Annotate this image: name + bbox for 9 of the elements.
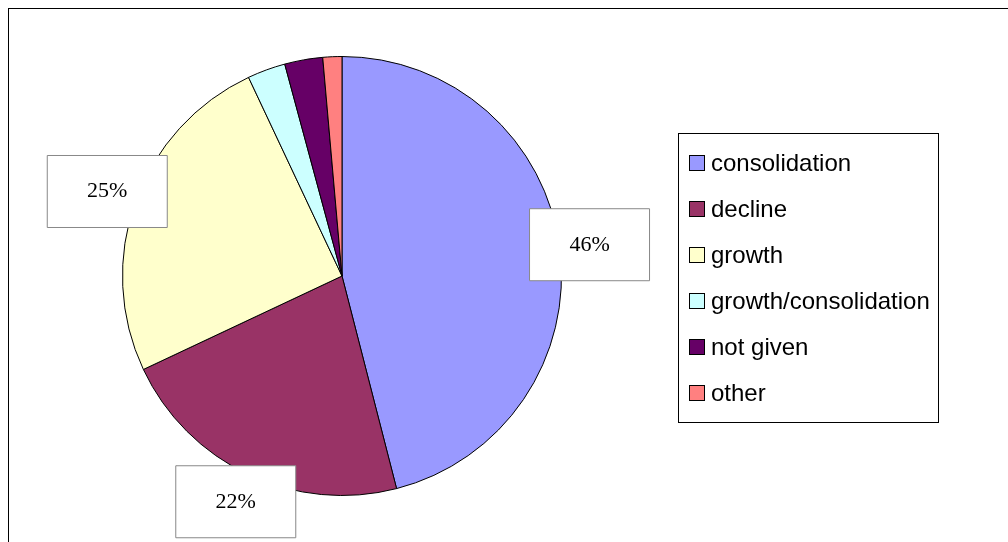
legend-label: growth <box>711 241 784 269</box>
data-label: 25% <box>87 177 128 203</box>
legend-label: decline <box>711 195 788 223</box>
data-label: 22% <box>215 487 256 513</box>
legend-label: consolidation <box>711 149 852 177</box>
data-label: 46% <box>569 230 610 256</box>
legend-label: growth/consolidation <box>711 287 930 315</box>
legend-label: other <box>711 379 766 407</box>
legend-label: not given <box>711 333 809 361</box>
